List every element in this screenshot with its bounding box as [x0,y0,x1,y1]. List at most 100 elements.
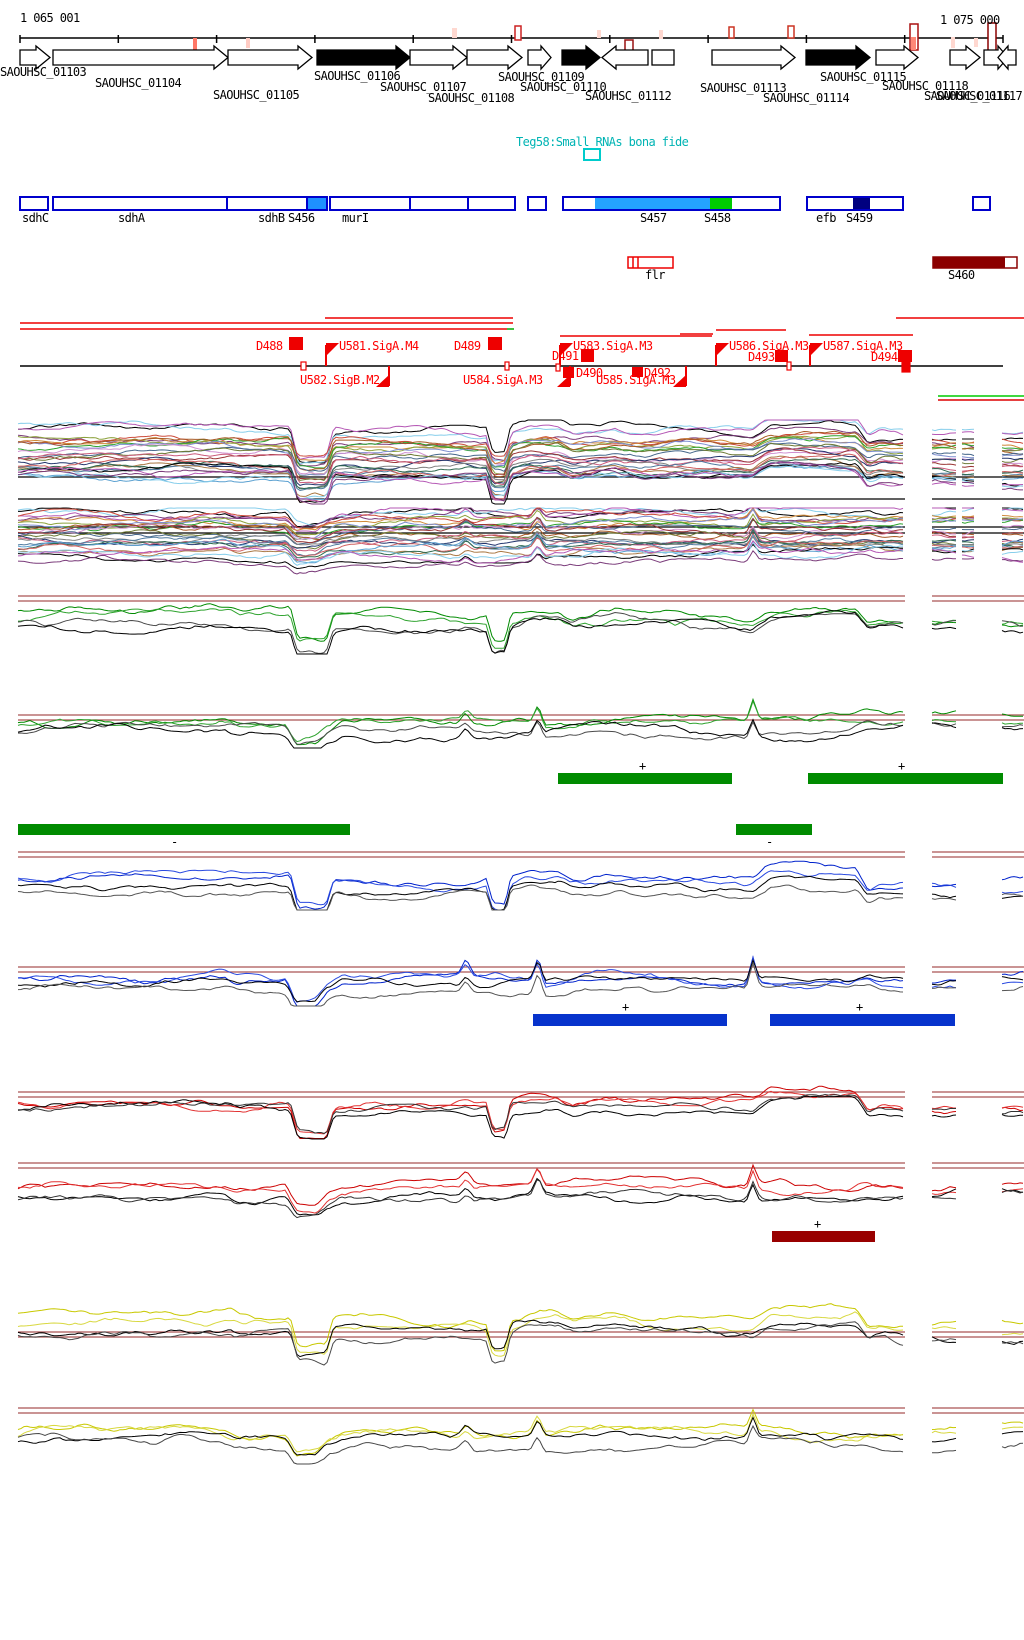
coverage-line [17,1090,904,1135]
operon-segment[interactable] [595,198,710,209]
gene-arrow-SAOUHSC_01109[interactable] [527,44,552,71]
operon-box[interactable] [527,196,547,211]
gene-label: SAOUHSC_01107 [380,80,467,94]
coverage-line [17,884,904,911]
tick-mark [504,361,510,371]
coverage-line [931,467,957,474]
teg58-srna-box[interactable] [583,148,601,161]
gene-arrow-SAOUHSC_01105[interactable] [227,44,314,71]
operon-segment[interactable] [853,198,870,209]
gene-arrow-SAOUHSC_01104[interactable] [52,44,230,71]
terminator-mark-D491[interactable] [581,349,594,362]
signal-track-all-conditions-antisense [17,507,1024,575]
tss-flag-U582.SigB.M2[interactable] [376,375,389,387]
coverage-line [17,699,904,743]
coverage-line [17,1168,904,1214]
tss-flag-U581.SigA.M4[interactable] [326,343,339,356]
flr-box[interactable] [627,256,674,269]
operon-box[interactable] [409,196,469,211]
gene-arrow-SAOUHSC_01112[interactable] [600,44,649,71]
coverage-line [17,1177,904,1216]
coverage-line [961,519,975,522]
terminator-mark-D488[interactable] [289,337,303,350]
gene-label: SAOUHSC_01105 [213,88,300,102]
gene-arrow-SAOUHSC_01107[interactable] [409,44,469,71]
coverage-line [17,540,904,564]
gene-arrow-SAOUHSC_01115[interactable] [875,44,920,71]
coverage-line [931,893,957,899]
terminator-mark-D490[interactable] [563,367,574,378]
coverage-line [17,529,904,559]
gene-arrow-SAOUHSC_01114[interactable] [805,44,872,71]
operon-box[interactable] [226,196,308,211]
tss-flag-U584.SigA.M3[interactable] [557,375,570,387]
operon-box[interactable] [306,196,328,211]
gene-arrow-SAOUHSC_01108[interactable] [466,44,524,71]
operon-gene-label: S458 [704,211,731,225]
ruler-variant-mark[interactable] [987,22,997,53]
plus-strand-bar-blue-2[interactable] [770,1014,955,1026]
gene-box-SAOUHSC_01111[interactable] [651,49,675,66]
operon-gene-label: sdhC [22,211,49,225]
ruler-variant-mark[interactable] [728,26,735,39]
coverage-line [931,1430,957,1434]
operon-box[interactable] [329,196,411,211]
tss-flag-U583.SigA.M3[interactable] [560,343,573,356]
coverage-line [931,1110,957,1115]
operon-box[interactable] [52,196,228,211]
ruler-variant-mark[interactable] [659,30,663,39]
plus-strand-bar-green-2[interactable] [808,773,1003,784]
ruler-variant-mark[interactable] [787,25,795,39]
coverage-line [1001,533,1024,536]
ruler-variant-mark[interactable] [597,30,601,38]
ruler-variant-mark[interactable] [514,25,522,41]
coverage-line [17,1179,904,1219]
operon-box[interactable] [467,196,516,211]
ruler-variant-mark[interactable] [911,37,916,50]
plus-strand-bar-green-1[interactable] [558,773,732,784]
tss-flag-U586.SigA.M3[interactable] [716,343,729,356]
ruler-variant-mark[interactable] [951,37,955,48]
gene-arrow-SAOUHSC_01106[interactable] [316,44,412,71]
operon-segment[interactable] [710,198,732,209]
coverage-line [1001,432,1024,436]
gene-arrow-SAOUHSC_01110[interactable] [561,44,602,71]
tss-flag-U587.SigA.M3[interactable] [810,343,823,356]
ruler-variant-mark[interactable] [246,38,250,48]
ruler-variant-mark[interactable] [193,38,197,50]
minus-strand-bar-green-1[interactable] [18,824,350,835]
s460-box[interactable] [933,257,1005,268]
ruler-variant-mark[interactable] [974,38,978,47]
coverage-line [931,1188,957,1198]
coverage-line [932,507,956,510]
coverage-line [17,461,904,505]
terminator-mark-D492[interactable] [632,367,643,377]
terminator-mark-D494[interactable] [898,350,912,362]
gene-arrow-SAOUHSC_01119[interactable] [997,44,1017,71]
plus-strand-bar-blue-1[interactable] [533,1014,727,1026]
coverage-line [961,517,975,521]
coverage-line [931,897,957,901]
coverage-line [931,1114,957,1118]
plus-strand-bar-darkred-1[interactable] [772,1231,875,1242]
coverage-line [17,464,904,500]
gene-arrow-SAOUHSC_01116[interactable] [949,44,982,71]
minus-strand-bar-green-2[interactable] [736,824,812,835]
coverage-line [932,519,957,522]
operon-gene-label: sdhA [118,211,145,225]
gene-arrow-SAOUHSC_01113[interactable] [711,44,797,71]
tss-flag-U585.SigA.M3[interactable] [673,375,686,387]
tick-mark [300,361,307,371]
terminator-mark-D489[interactable] [488,337,502,350]
operon-gene-label: S456 [288,211,315,225]
ruler-variant-mark[interactable] [452,28,457,38]
operon-box[interactable] [972,196,991,211]
gene-arrow-SAOUHSC_01103[interactable] [19,44,52,71]
operon-box[interactable] [19,196,49,211]
coverage-line [1001,540,1024,546]
coverage-line [961,541,975,544]
coverage-line [1001,473,1024,478]
terminator-mark-D493[interactable] [775,350,788,362]
coverage-line [931,1196,957,1200]
coverage-line [17,446,904,486]
